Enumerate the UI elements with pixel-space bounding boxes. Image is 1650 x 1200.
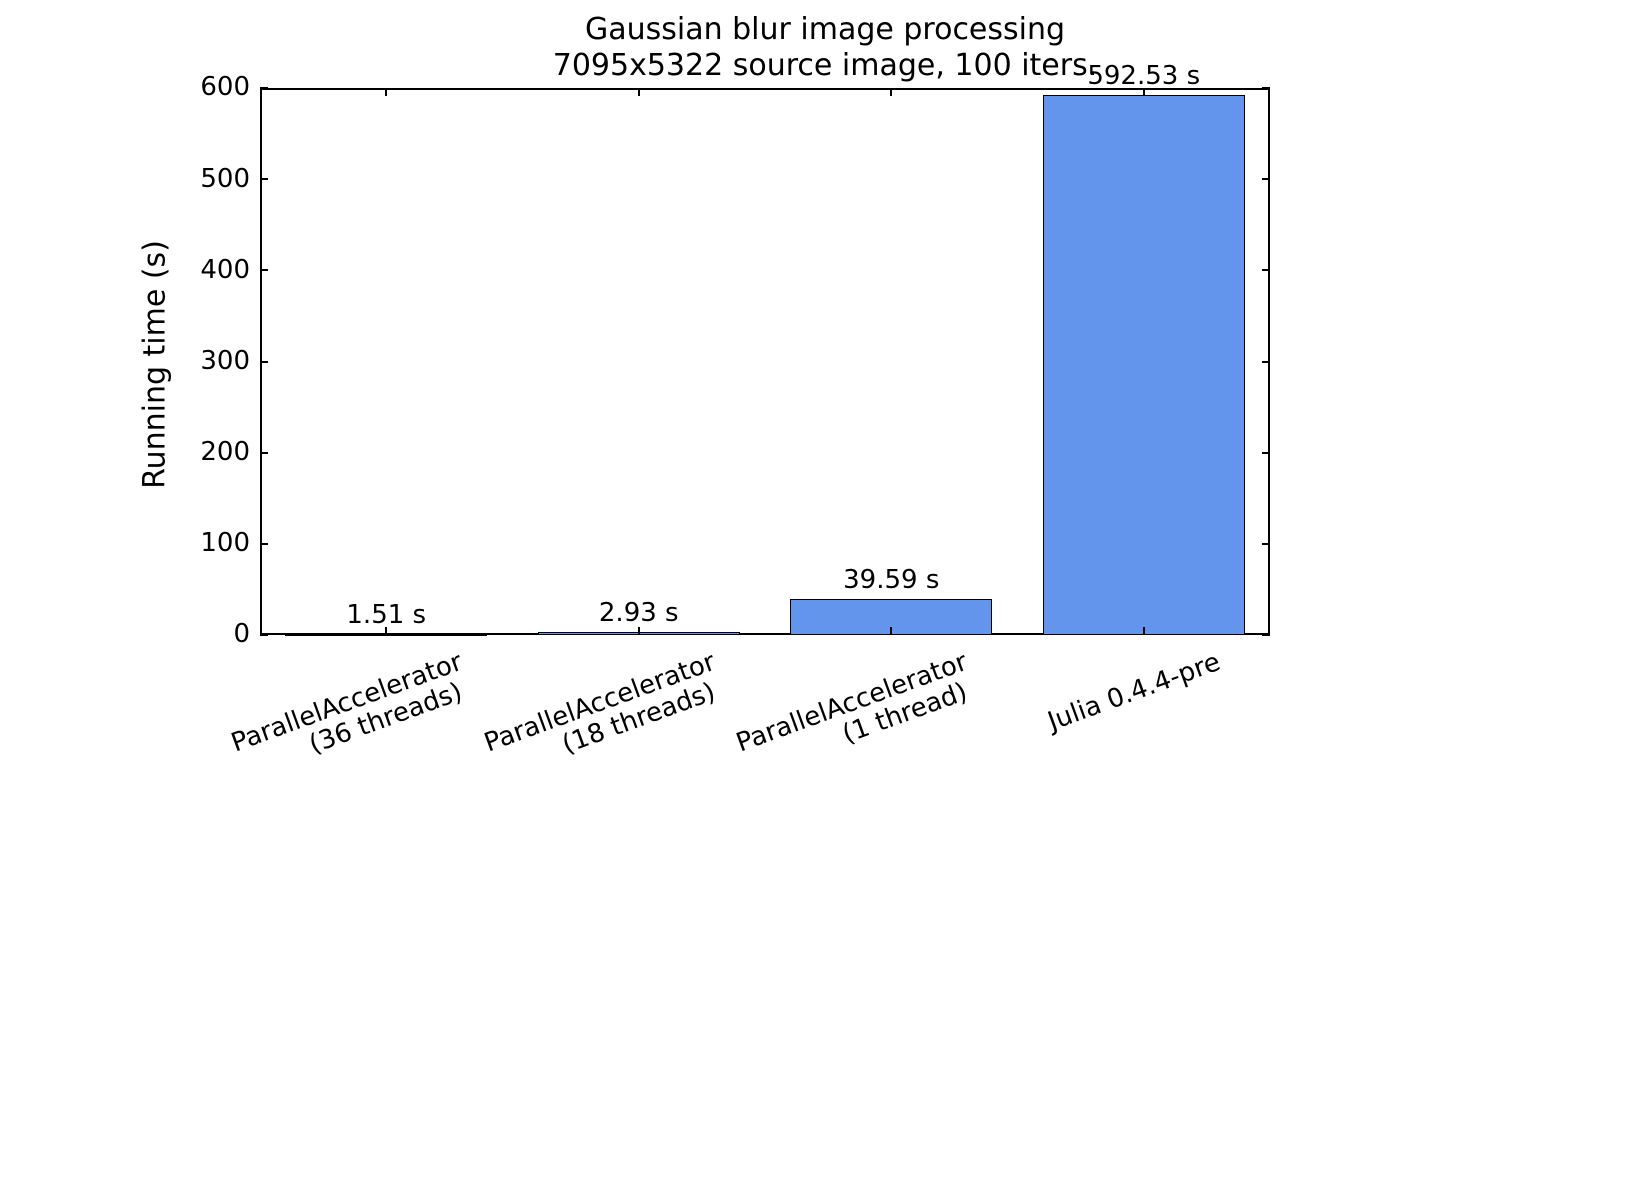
bar-value-label: 2.93 s (513, 598, 766, 628)
y-tick-mark (260, 87, 268, 89)
x-tick-mark (385, 627, 387, 635)
bar-value-label: 39.59 s (765, 565, 1018, 595)
y-tick-label: 500 (170, 164, 250, 194)
x-tick-mark (890, 627, 892, 635)
y-tick-mark (260, 452, 268, 454)
y-tick-label: 300 (170, 346, 250, 376)
y-axis-label: Running time (s) (138, 214, 173, 514)
y-tick-mark (1262, 178, 1270, 180)
bar (1043, 95, 1245, 635)
y-tick-mark (260, 269, 268, 271)
x-tick-mark (890, 88, 892, 96)
y-tick-label: 400 (170, 255, 250, 285)
y-tick-mark (260, 634, 268, 636)
y-tick-mark (1262, 634, 1270, 636)
x-tick-mark (1143, 627, 1145, 635)
x-tick-mark (385, 88, 387, 96)
y-tick-mark (1262, 452, 1270, 454)
y-tick-label: 600 (170, 72, 250, 102)
x-tick-mark (1143, 88, 1145, 96)
bar-value-label: 1.51 s (260, 600, 513, 630)
y-tick-label: 100 (170, 528, 250, 558)
chart-title-line1: Gaussian blur image processing (0, 12, 1650, 48)
y-tick-mark (1262, 361, 1270, 363)
x-tick-mark (638, 88, 640, 96)
y-tick-mark (1262, 269, 1270, 271)
y-tick-label: 0 (170, 619, 250, 649)
bar-value-label: 592.53 s (1018, 61, 1271, 91)
y-tick-mark (260, 361, 268, 363)
y-tick-mark (260, 543, 268, 545)
y-tick-mark (1262, 543, 1270, 545)
y-tick-mark (260, 178, 268, 180)
figure: Gaussian blur image processing 7095x5322… (0, 0, 1650, 1200)
y-tick-label: 200 (170, 437, 250, 467)
x-tick-mark (638, 627, 640, 635)
